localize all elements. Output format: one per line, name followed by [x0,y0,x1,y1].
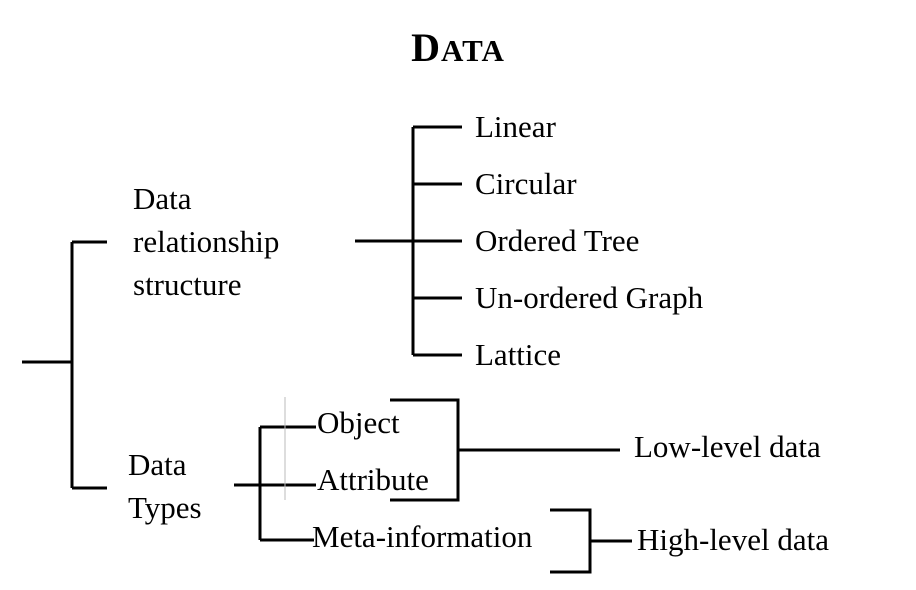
relationship-label-line-2: relationship [133,224,280,259]
high-level-data-label: High-level data [637,522,829,557]
title-rest: ATA [441,33,505,68]
relationship-structure-label: Data relationship structure [133,177,279,306]
item-object: Object [317,405,400,440]
types-label-line-2: Types [128,490,202,525]
low-level-data-label: Low-level data [634,429,821,464]
item-lattice: Lattice [475,337,562,372]
high-level-group-bracket [550,508,592,574]
title-initial: D [411,25,442,70]
data-types-label: Data Types [128,443,202,529]
item-meta-information: Meta-information [312,519,533,554]
diagram-title: DATA [0,28,916,68]
relationship-label-line-1: Data [133,181,192,216]
relationship-label-line-3: structure [133,267,242,302]
types-label-line-1: Data [128,447,187,482]
item-ordered-tree: Ordered Tree [475,223,640,258]
item-linear: Linear [475,109,556,144]
item-unordered-graph: Un-ordered Graph [475,280,704,315]
item-circular: Circular [475,166,577,201]
item-attribute: Attribute [317,462,429,497]
